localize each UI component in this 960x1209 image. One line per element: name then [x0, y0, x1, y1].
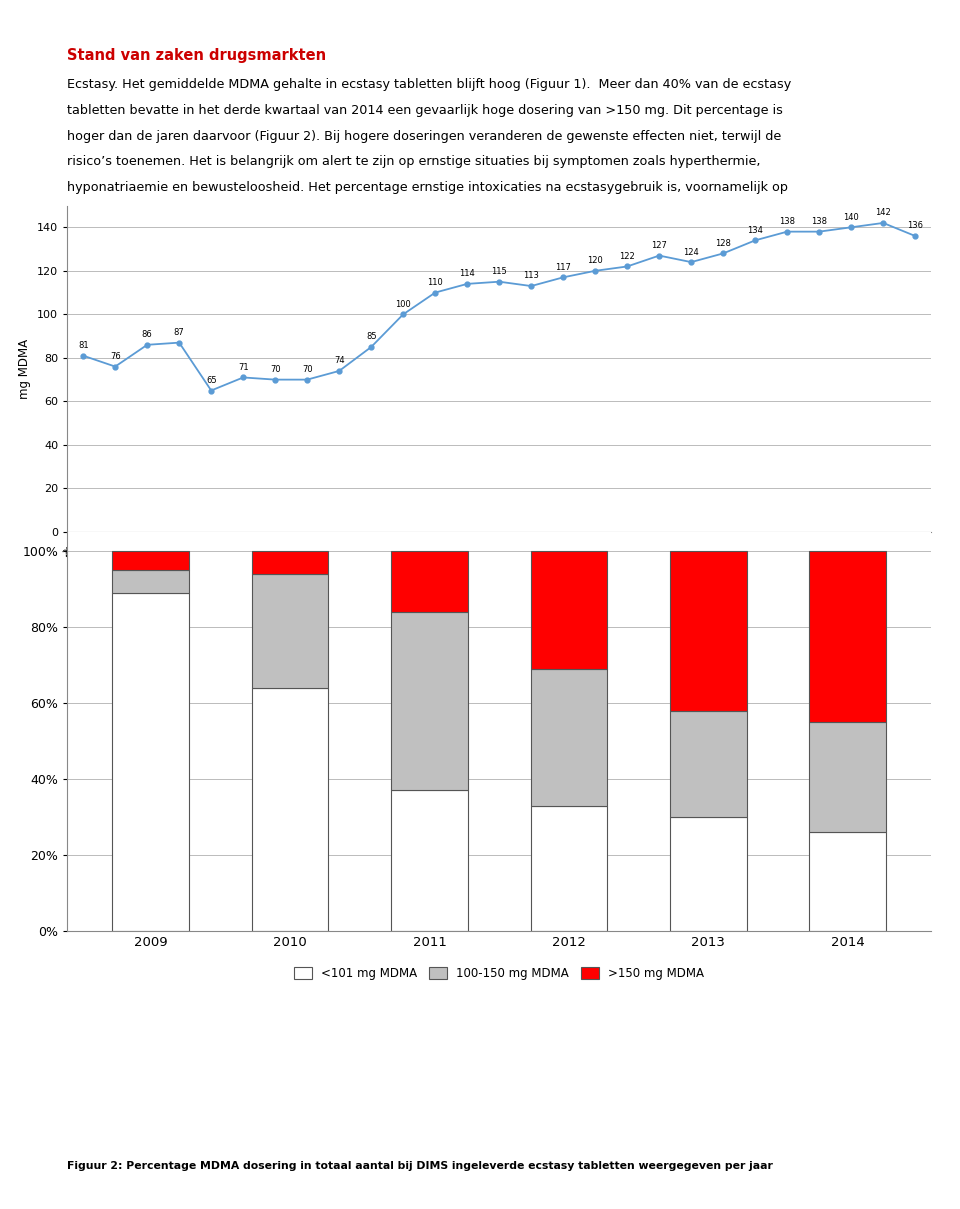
Text: 86: 86 — [142, 330, 153, 340]
Bar — [252, 574, 328, 688]
Text: 122: 122 — [619, 251, 636, 261]
Text: hyponatriaemie en bewusteloosheid. Het percentage ernstige intoxicaties na ecsta: hyponatriaemie en bewusteloosheid. Het p… — [67, 181, 788, 193]
Bar — [531, 805, 608, 931]
Text: 124: 124 — [684, 248, 699, 256]
Text: tabletten bevatte in het derde kwartaal van 2014 een gevaarlijk hoge dosering va: tabletten bevatte in het derde kwartaal … — [67, 104, 783, 117]
Text: 70: 70 — [301, 365, 313, 374]
Text: Figuur 2: Percentage MDMA dosering in totaal aantal bij DIMS ingeleverde ecstasy: Figuur 2: Percentage MDMA dosering in to… — [67, 1161, 773, 1170]
Text: Stand van zaken drugsmarkten: Stand van zaken drugsmarkten — [67, 48, 326, 63]
Bar — [112, 551, 189, 569]
Bar — [252, 551, 328, 574]
Text: 128: 128 — [715, 239, 732, 248]
Bar — [252, 688, 328, 931]
Text: 71: 71 — [238, 363, 249, 372]
Text: 76: 76 — [109, 352, 121, 361]
Legend: <101 mg MDMA, 100-150 mg MDMA, >150 mg MDMA: <101 mg MDMA, 100-150 mg MDMA, >150 mg M… — [290, 962, 708, 985]
Text: 136: 136 — [907, 221, 924, 231]
Bar — [112, 592, 189, 931]
Bar — [670, 551, 747, 711]
Text: 110: 110 — [427, 278, 444, 287]
Text: 142: 142 — [876, 208, 891, 218]
Bar — [392, 791, 468, 931]
Text: 115: 115 — [492, 267, 507, 276]
Bar — [809, 722, 886, 832]
Text: 74: 74 — [334, 357, 345, 365]
Text: 117: 117 — [555, 262, 571, 272]
Text: grootschalige evenementen, de afgelopen jaren toegenomen.: grootschalige evenementen, de afgelopen … — [67, 207, 465, 219]
Text: 138: 138 — [811, 218, 828, 226]
Text: 85: 85 — [366, 332, 376, 341]
Text: 140: 140 — [843, 213, 859, 221]
Text: 87: 87 — [174, 328, 184, 337]
Text: 120: 120 — [588, 256, 603, 265]
Text: Figuur 1: Gemiddelde gehalte MDMA in totaal aantal bij DIMS ingeleverde ecstasy : Figuur 1: Gemiddelde gehalte MDMA in tot… — [67, 544, 798, 554]
Bar — [670, 817, 747, 931]
Bar — [392, 612, 468, 791]
Text: 134: 134 — [747, 226, 763, 235]
Text: 127: 127 — [651, 241, 667, 250]
Text: 113: 113 — [523, 272, 540, 280]
Text: risico’s toenemen. Het is belangrijk om alert te zijn op ernstige situaties bij : risico’s toenemen. Het is belangrijk om … — [67, 155, 760, 168]
Bar — [531, 669, 608, 805]
Bar — [531, 551, 608, 669]
Text: 138: 138 — [780, 218, 795, 226]
Text: 114: 114 — [459, 270, 475, 278]
Bar — [670, 711, 747, 817]
Bar — [392, 551, 468, 612]
Text: 65: 65 — [205, 376, 217, 384]
Text: 70: 70 — [270, 365, 280, 374]
Text: Ecstasy. Het gemiddelde MDMA gehalte in ecstasy tabletten blijft hoog (Figuur 1): Ecstasy. Het gemiddelde MDMA gehalte in … — [67, 79, 791, 92]
Text: hoger dan de jaren daarvoor (Figuur 2). Bij hogere doseringen veranderen de gewe: hoger dan de jaren daarvoor (Figuur 2). … — [67, 129, 781, 143]
Bar — [809, 832, 886, 931]
Y-axis label: mg MDMA: mg MDMA — [18, 339, 32, 399]
Text: 100: 100 — [396, 300, 411, 308]
Bar — [809, 551, 886, 722]
Bar — [112, 569, 189, 592]
Text: 81: 81 — [78, 341, 88, 351]
